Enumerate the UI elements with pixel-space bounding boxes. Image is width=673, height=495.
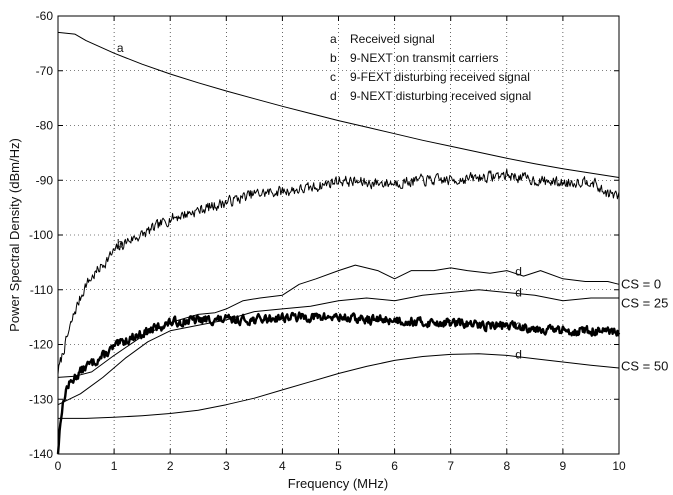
series-line-d25 (57, 289, 619, 406)
x-tick-label: 9 (560, 459, 567, 473)
legend-label: 9-NEXT on transmit carriers (350, 51, 498, 65)
x-tick-label: 7 (447, 459, 454, 473)
grid-layer (58, 16, 619, 454)
y-tick-label: -110 (30, 283, 53, 297)
series-layer (56, 31, 621, 455)
y-tick-label: -100 (29, 228, 53, 242)
cs-label: CS = 0 (621, 276, 661, 291)
x-tick-label: 4 (279, 459, 286, 473)
legend-label: 9-NEXT disturbing received signal (350, 89, 531, 103)
y-tick-label: -140 (29, 447, 53, 461)
curve-label-d: d (515, 285, 522, 299)
cs-label: CS = 25 (621, 295, 668, 310)
y-axis-title: Power Spectral Density (dBm/Hz) (7, 138, 22, 332)
series-line-d0 (57, 264, 620, 378)
curve-label-c: c (515, 318, 521, 332)
x-tick-label: 6 (391, 459, 398, 473)
cs-label: CS = 50 (621, 358, 668, 373)
curve-label-b: b (117, 237, 124, 251)
y-tick-label: -70 (36, 64, 54, 78)
series-line-d50 (58, 353, 620, 419)
y-tick-label: -90 (36, 173, 54, 187)
x-tick-label: 8 (503, 459, 510, 473)
ticks-layer: 0 1 2 3 4 5 6 7 8 9 10 -140 -130 -120 -110 -100 -90 -80 -7… (29, 9, 626, 473)
series-line-b (57, 168, 620, 375)
x-tick-label: 3 (223, 459, 230, 473)
y-tick-label: -120 (29, 338, 53, 352)
x-tick-label: 0 (55, 459, 62, 473)
x-tick-label: 10 (612, 459, 626, 473)
legend-key: c (330, 70, 336, 84)
legend: a Received signal b 9-NEXT on transmit carr… (330, 32, 531, 103)
curve-label-a: a (117, 41, 124, 55)
y-tick-label: -60 (36, 9, 54, 23)
series-line-a (57, 31, 620, 178)
y-tick-label: -130 (29, 392, 53, 406)
x-tick-label: 2 (167, 459, 174, 473)
series-line-c (56, 311, 621, 455)
legend-key: a (330, 32, 337, 46)
curve-label-d: d (515, 265, 522, 279)
legend-key: d (330, 89, 337, 103)
curve-label-d: d (515, 348, 522, 362)
legend-label: 9-FEXT disturbing received signal (350, 70, 530, 84)
x-axis-title: Frequency (MHz) (288, 476, 388, 491)
x-tick-label: 5 (335, 459, 342, 473)
y-tick-label: -80 (36, 119, 54, 133)
legend-key: b (330, 51, 337, 65)
x-tick-label: 1 (111, 459, 118, 473)
legend-label: Received signal (350, 32, 435, 46)
